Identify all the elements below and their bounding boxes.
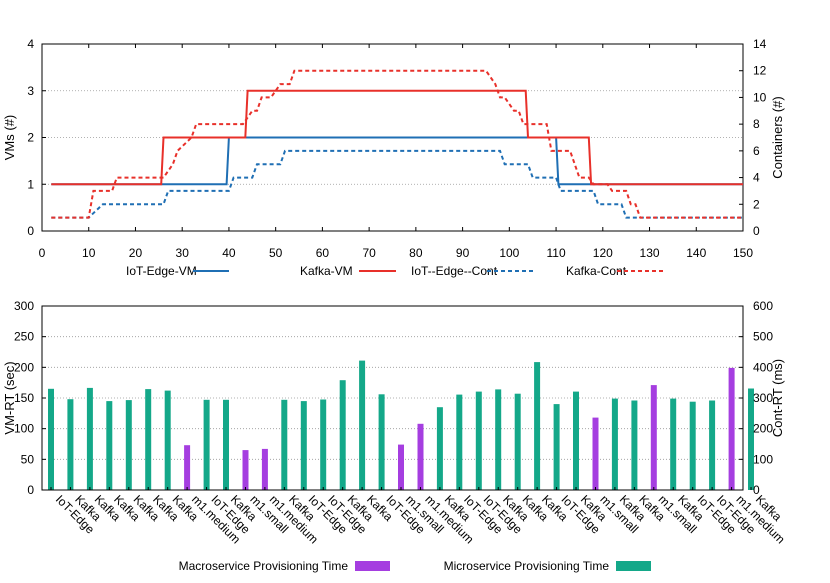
x-tick-label: 110 (546, 246, 565, 260)
x-tick-label: 30 (176, 246, 190, 260)
x-tick-label: 50 (269, 246, 283, 260)
bar-macro (650, 385, 657, 490)
y-right-tick-label: 10 (753, 90, 767, 104)
legend-label-2: IoT--Edge--Cont (411, 264, 498, 278)
x-tick-label: 130 (640, 246, 660, 260)
bar-micro (378, 394, 385, 490)
y-left-tick-label: 2 (27, 131, 34, 145)
series-line-0 (51, 136, 743, 186)
bar-macro (261, 448, 268, 490)
bar-micro (223, 399, 229, 490)
bar-micro (495, 389, 502, 490)
y-left-tick-label: 0 (27, 224, 34, 238)
y-right-axis-label: Cont-RT (ms) (770, 359, 785, 437)
y-left-tick-label: 1 (27, 177, 34, 191)
legend-label-1: Kafka-VM (300, 264, 353, 278)
bar-micro (670, 398, 677, 490)
y-left-tick-label: 3 (27, 84, 34, 98)
y-right-tick-label: 2 (753, 197, 760, 211)
bar-micro (67, 399, 74, 490)
legend-label-3: Kafka-Cont (566, 264, 627, 278)
y-right-tick-label: 300 (753, 391, 773, 405)
x-tick-label: 60 (316, 246, 330, 260)
bar-macro (398, 444, 404, 490)
legend-label-micro: Microservice Provisioning Time (444, 559, 610, 573)
y-right-tick-label: 8 (753, 117, 760, 131)
bar-micro (436, 407, 443, 490)
x-tick-label: 80 (409, 246, 423, 260)
bar-micro (164, 390, 171, 490)
x-tick-label: 90 (456, 246, 470, 260)
y-right-tick-label: 100 (753, 452, 773, 466)
bar-micro (300, 401, 307, 490)
y-left-tick-label: 0 (27, 483, 34, 497)
bar-micro (125, 400, 132, 490)
x-tick-label: 140 (686, 246, 706, 260)
y-right-tick-label: 12 (753, 64, 767, 78)
legend-swatch-macro (355, 561, 390, 571)
x-tick-label: 40 (222, 246, 236, 260)
x-tick-label: 0 (39, 246, 46, 260)
bar-micro (553, 404, 560, 490)
x-tick-label: 100 (499, 246, 519, 260)
y-right-tick-label: 14 (753, 37, 767, 51)
bar-micro (203, 399, 210, 490)
bar-micro (534, 362, 541, 490)
x-tick-label: 20 (129, 246, 143, 260)
bar-macro (242, 450, 249, 490)
bar-micro (631, 400, 638, 490)
legend-label-macro: Macroservice Provisioning Time (179, 559, 349, 573)
bar-micro (86, 387, 93, 490)
x-tick-label: 120 (593, 246, 613, 260)
bar-micro (689, 401, 696, 490)
bar-micro (456, 394, 463, 490)
bar-macro (728, 367, 735, 490)
y-left-tick-label: 50 (21, 452, 35, 466)
bar-micro (339, 380, 346, 490)
y-left-tick-label: 300 (14, 299, 34, 313)
y-left-axis-label: VM-RT (sec) (2, 361, 17, 434)
bar-macro (592, 417, 599, 490)
legend-swatch-micro (616, 561, 651, 571)
x-tick-label: 10 (82, 246, 96, 260)
series-line-1 (51, 89, 743, 186)
x-tick-label: 70 (362, 246, 376, 260)
bar-micro (145, 389, 152, 490)
bar-micro (514, 393, 521, 490)
y-right-tick-label: 200 (753, 422, 773, 436)
y-left-tick-label: 250 (14, 330, 34, 344)
y-left-tick-label: 100 (14, 422, 34, 436)
y-right-tick-label: 4 (753, 171, 760, 185)
bar-macro (417, 423, 424, 490)
y-right-tick-label: 500 (753, 330, 773, 344)
bar-macro (184, 445, 191, 490)
y-right-tick-label: 400 (753, 360, 773, 374)
bar-micro (709, 400, 716, 490)
y-right-tick-label: 6 (753, 144, 760, 158)
bar-micro (106, 401, 113, 490)
y-left-tick-label: 150 (14, 391, 34, 405)
bar-micro (611, 398, 618, 490)
bar-micro (748, 388, 754, 490)
bar-micro (359, 360, 366, 490)
y-left-axis-label: VMs (#) (2, 115, 17, 161)
x-tick-label: 150 (733, 246, 753, 260)
bar-micro (573, 391, 579, 490)
y-left-tick-label: 200 (14, 360, 34, 374)
bar-micro (475, 391, 482, 490)
y-right-tick-label: 0 (753, 224, 760, 238)
bar-micro (48, 388, 54, 490)
y-left-tick-label: 4 (27, 37, 34, 51)
y-right-tick-label: 0 (753, 483, 760, 497)
series-line-3 (51, 69, 743, 219)
y-right-axis-label: Containers (#) (770, 96, 785, 178)
legend-label-0: IoT-Edge-VM (126, 264, 197, 278)
y-right-tick-label: 600 (753, 299, 773, 313)
bar-micro (320, 399, 327, 490)
bar-micro (281, 399, 288, 490)
